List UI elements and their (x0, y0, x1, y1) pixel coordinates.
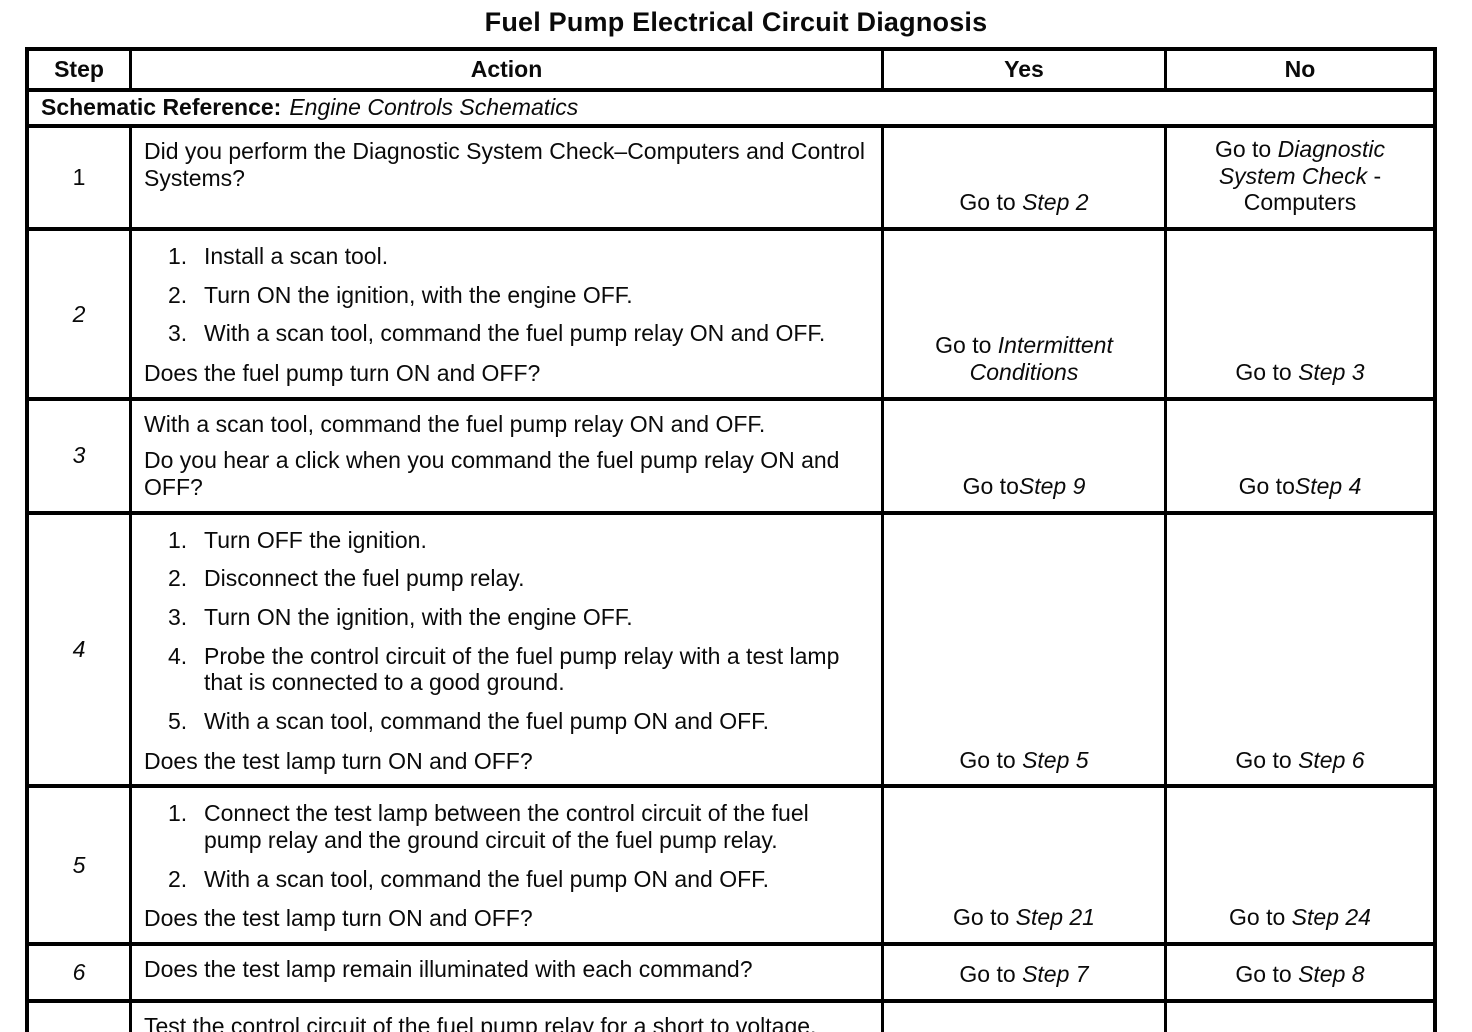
list-item-number: 5. (168, 708, 188, 735)
action-list-item: 2. With a scan tool, command the fuel pum… (144, 866, 871, 893)
list-item-number: 3. (168, 320, 188, 347)
no-cell: Go to Diagnostic System Check - Computers (1164, 128, 1433, 228)
yes-cell: Go to Step 5 (881, 514, 1164, 785)
step-cell: 1 (72, 164, 86, 191)
no-goto-text: Go to Diagnostic System Check - Computers (1214, 136, 1386, 216)
table-row: 1 Did you perform the Diagnostic System C… (29, 124, 1433, 228)
yes-goto-text: Go to Step 7 (959, 961, 1089, 988)
header-yes: Yes (881, 51, 1164, 88)
action-cell: With a scan tool, command the fuel pump … (129, 400, 881, 511)
no-cell: Go toStep 4 (1164, 400, 1433, 511)
yes-goto-text: Go to Step 2 (959, 189, 1089, 216)
action-list-item: 3. Turn ON the ignition, with the engine … (144, 604, 871, 631)
no-goto-text: Go to Step 24 (1229, 904, 1371, 931)
schematic-reference-cell: Schematic Reference: Engine Controls Sch… (29, 92, 1433, 124)
action-list-item: 5. With a scan tool, command the fuel pum… (144, 708, 871, 735)
action-cell: 1. Turn OFF the ignition. 2. Disconnect the… (129, 514, 881, 785)
list-item-text: With a scan tool, command the fuel pump … (204, 865, 770, 892)
action-cell: 1. Install a scan tool. 2. Turn ON the igni… (129, 231, 881, 397)
page-title: Fuel Pump Electrical Circuit Diagnosis (484, 7, 988, 37)
no-cell: Go to Step 3 (1164, 231, 1433, 397)
action-list-item: 2. Disconnect the fuel pump relay. (144, 565, 871, 592)
step-cell: 5 (72, 851, 86, 878)
list-item-text: Turn OFF the ignition. (204, 526, 427, 553)
no-cell: Go to Step 6 (1164, 514, 1433, 785)
no-goto-text: Go toStep 4 (1238, 473, 1362, 500)
list-item-text: Disconnect the fuel pump relay. (204, 565, 525, 592)
step-cell: 7 (29, 1003, 129, 1032)
yes-cell: Go to Step 21 (881, 788, 1164, 943)
table-row: 2 1. Install a scan tool. 2. Turn ON the ign… (29, 227, 1433, 397)
action-question: Do you hear a click when you command the… (144, 447, 840, 501)
action-paragraph: With a scan tool, command the fuel pump … (144, 410, 766, 437)
no-cell: Go to Step 28 (1164, 1002, 1433, 1032)
yes-cell: Go toStep 9 (881, 400, 1164, 511)
table-row: 6 Does the test lamp remain illuminated w… (29, 942, 1433, 999)
table-row: 3 With a scan tool, command the fuel pump… (29, 396, 1433, 511)
yes-goto-text: Go to Step 21 (953, 904, 1095, 931)
yes-goto-text: Go toStep 9 (962, 473, 1086, 500)
yes-cell: Go to Step 7 (881, 946, 1164, 999)
list-item-text: Install a scan tool. (204, 243, 389, 270)
header-no: No (1164, 51, 1433, 88)
no-goto-text: Go to Step 8 (1235, 961, 1365, 988)
schematic-reference-row: Schematic Reference: Engine Controls Sch… (29, 88, 1433, 124)
action-question: Does the test lamp turn ON and OFF? (144, 905, 533, 932)
no-cell: Go to Step 24 (1164, 788, 1433, 943)
list-item-text: Probe the control circuit of the fuel pu… (204, 642, 840, 696)
list-item-text: With a scan tool, command the fuel pump … (204, 708, 770, 735)
action-paragraph: Test the control circuit of the fuel pum… (144, 1012, 817, 1032)
list-item-number: 1. (168, 526, 188, 553)
yes-cell: Go to Intermittent Conditions (881, 231, 1164, 397)
yes-cell: Go to Step 2 (881, 128, 1164, 228)
list-item-text: With a scan tool, command the fuel pump … (204, 320, 826, 347)
yes-cell: Go to Step 29 (881, 1002, 1164, 1032)
action-paragraph: Does the test lamp remain illuminated wi… (144, 956, 753, 983)
action-list-item: 1. Connect the test lamp between the cont… (144, 800, 871, 853)
table-row: 5 1. Connect the test lamp between the con… (29, 784, 1433, 943)
no-goto-text: Go to Step 6 (1235, 746, 1365, 773)
list-item-text: Connect the test lamp between the contro… (204, 800, 809, 854)
step-cell: 4 (72, 636, 86, 663)
list-item-number: 2. (168, 865, 188, 892)
table-body: 1 Did you perform the Diagnostic System C… (29, 124, 1433, 1032)
action-paragraph: Did you perform the Diagnostic System Ch… (144, 138, 865, 191)
list-item-number: 2. (168, 281, 188, 308)
diagnosis-table: Step Action Yes No Schematic Reference: … (25, 47, 1437, 1032)
schematic-reference-value: Engine Controls Schematics (289, 94, 579, 121)
list-item-number: 1. (168, 243, 188, 270)
table-header-row: Step Action Yes No (29, 51, 1433, 88)
no-goto-text: Go to Step 3 (1235, 359, 1365, 386)
schematic-reference-label: Schematic Reference: (41, 94, 282, 121)
action-list-item: 2. Turn ON the ignition, with the engine … (144, 282, 871, 309)
list-item-number: 2. (168, 565, 188, 592)
list-item-number: 1. (168, 800, 188, 827)
action-list-item: 3. With a scan tool, command the fuel pum… (144, 320, 871, 347)
yes-goto-text: Go to Step 5 (959, 746, 1089, 773)
yes-goto-text: Go to Intermittent Conditions (935, 332, 1113, 386)
action-cell: Did you perform the Diagnostic System Ch… (129, 128, 881, 228)
list-item-text: Turn ON the ignition, with the engine OF… (204, 281, 633, 308)
action-question: Does the fuel pump turn ON and OFF? (144, 360, 541, 387)
table-row: 4 1. Turn OFF the ignition. 2. Disconnect th… (29, 510, 1433, 785)
action-cell: 1. Connect the test lamp between the cont… (129, 788, 881, 943)
list-item-number: 4. (168, 642, 188, 669)
action-list-item: 1. Install a scan tool. (144, 243, 871, 270)
table-row: 7 Test the control circuit of the fuel pu… (29, 998, 1433, 1032)
step-cell: 3 (72, 442, 86, 469)
list-item-text: Turn ON the ignition, with the engine OF… (204, 604, 633, 631)
step-cell: 2 (72, 300, 86, 327)
action-question: Does the test lamp turn ON and OFF? (144, 747, 533, 774)
list-item-number: 3. (168, 604, 188, 631)
header-action: Action (129, 51, 881, 88)
action-list-item: 4. Probe the control circuit of the fuel … (144, 643, 871, 696)
no-cell: Go to Step 8 (1164, 946, 1433, 999)
step-cell: 6 (72, 959, 86, 986)
action-cell: Does the test lamp remain illuminated wi… (129, 946, 881, 999)
action-cell: Test the control circuit of the fuel pum… (129, 1002, 881, 1032)
header-step: Step (54, 56, 104, 83)
action-list-item: 1. Turn OFF the ignition. (144, 527, 871, 554)
